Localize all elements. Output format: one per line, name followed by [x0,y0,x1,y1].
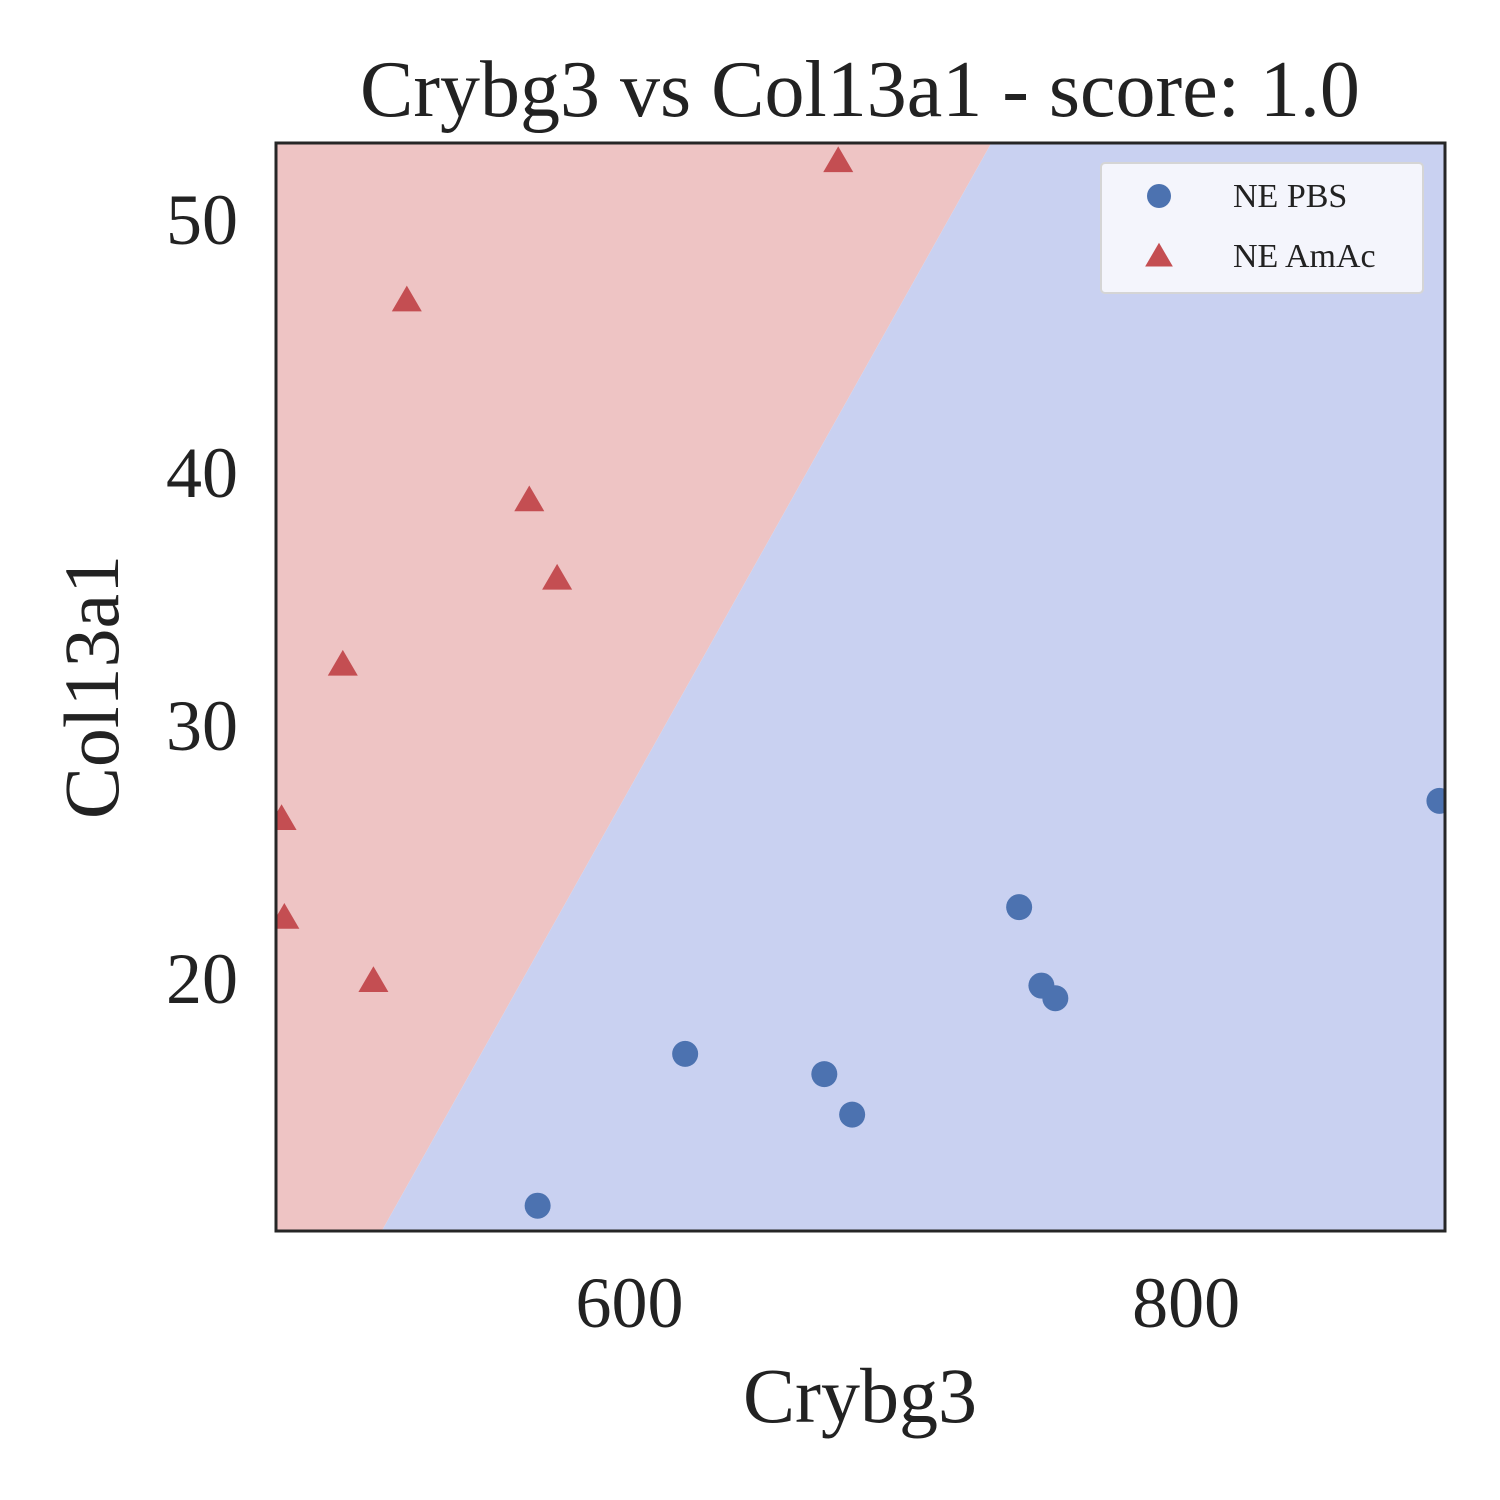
region-ne-amac [276,143,992,1231]
ne-pbs-point [672,1040,699,1067]
legend-marker-ne-amac [1145,242,1173,267]
ne-amac-point [542,563,573,590]
ne-amac-point [327,649,358,676]
legend-marker-ne-pbs [1147,184,1171,208]
ne-pbs-point [524,1192,551,1219]
x-tick-label: 800 [1132,1263,1240,1343]
ne-amac-point [391,285,422,312]
ne-amac-point [823,146,854,173]
ne-pbs-point [839,1101,866,1128]
region-ne-pbs [381,143,1445,1231]
legend: NE PBS NE AmAc [1100,162,1424,294]
legend-label-ne-amac: NE AmAc [1233,238,1376,275]
ne-amac-point [276,902,300,929]
y-axis-label: Col13a1 [48,555,135,819]
ne-pbs-point [1426,787,1445,814]
y-axis-ticks: 20 30 40 50 [166,180,238,1019]
chart-title: Crybg3 vs Col13a1 - score: 1.0 [360,46,1360,134]
ne-amac-point [514,485,545,512]
legend-label-ne-pbs: NE PBS [1233,178,1347,215]
y-tick-label: 50 [166,180,238,260]
y-tick-label: 30 [166,686,238,766]
ne-amac-point [358,966,389,992]
x-axis-ticks: 600 800 [575,1263,1240,1343]
ne-pbs-point [1042,985,1069,1012]
x-axis-label: Crybg3 [743,1352,977,1439]
ne-pbs-point [1006,894,1033,921]
y-tick-label: 20 [166,939,238,1019]
x-tick-label: 600 [575,1263,683,1343]
legend-frame [1100,162,1424,294]
plot-frame [274,141,1447,1233]
plot-area [274,141,1447,1233]
ne-pbs-point [811,1061,838,1088]
y-tick-label: 40 [166,433,238,513]
ne-amac-point [276,804,297,831]
